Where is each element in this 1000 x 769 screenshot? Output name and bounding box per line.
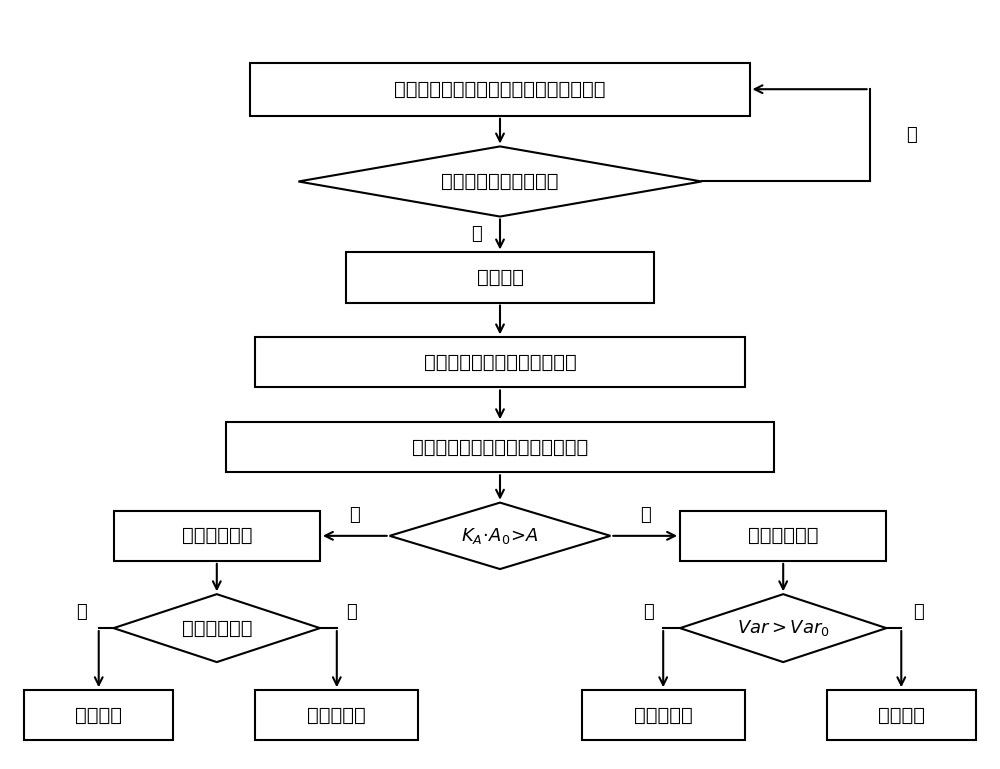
Bar	[582, 690, 745, 741]
Text: 计算故障发生时刻并进行数据处理: 计算故障发生时刻并进行数据处理	[412, 438, 588, 457]
Polygon shape	[114, 594, 320, 662]
Text: 故障发生: 故障发生	[477, 268, 524, 287]
Bar	[226, 422, 774, 472]
Text: 装置获取相电流并进行预处理: 装置获取相电流并进行预处理	[424, 353, 576, 372]
Bar	[255, 338, 745, 388]
Text: 是: 是	[346, 603, 357, 621]
Bar	[255, 690, 418, 741]
Text: 非故障路径: 非故障路径	[307, 706, 366, 724]
Text: 是: 是	[913, 603, 923, 621]
Text: 故障路径: 故障路径	[75, 706, 122, 724]
Bar	[346, 252, 654, 302]
Text: 否: 否	[77, 603, 87, 621]
Polygon shape	[390, 503, 610, 569]
Bar	[114, 511, 320, 561]
Bar	[827, 690, 976, 741]
Text: 否: 否	[906, 126, 917, 145]
Text: 稳态过程算法: 稳态过程算法	[748, 526, 818, 545]
Bar	[680, 511, 886, 561]
Text: 是: 是	[471, 225, 481, 244]
Text: 是: 是	[640, 506, 651, 524]
Text: 零序电流幅值大于阈值: 零序电流幅值大于阈值	[441, 172, 559, 191]
Text: 暂态过程算法: 暂态过程算法	[182, 526, 252, 545]
Text: 突变方向相同: 突变方向相同	[182, 618, 252, 638]
Text: $K_A\!\cdot\!A_0\!>\!A$: $K_A\!\cdot\!A_0\!>\!A$	[461, 526, 539, 546]
Bar	[250, 62, 750, 116]
Text: 采集相电流合成零序电流并计算基波幅值: 采集相电流合成零序电流并计算基波幅值	[394, 80, 606, 98]
Bar	[24, 690, 173, 741]
Text: 非故障路径: 非故障路径	[634, 706, 693, 724]
Text: $\mathit{Var}>\mathit{Var}_0$: $\mathit{Var}>\mathit{Var}_0$	[737, 618, 830, 638]
Polygon shape	[298, 146, 702, 217]
Polygon shape	[680, 594, 886, 662]
Text: 故障路径: 故障路径	[878, 706, 925, 724]
Text: 否: 否	[349, 506, 360, 524]
Text: 否: 否	[643, 603, 654, 621]
